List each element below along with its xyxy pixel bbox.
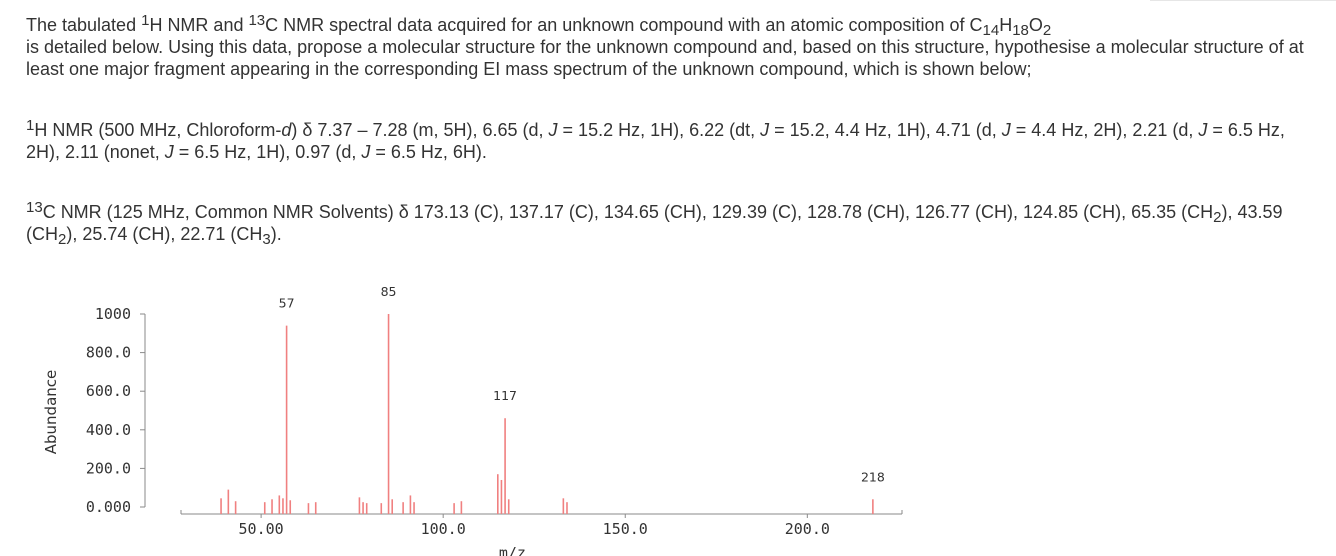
x-axis-label: m/z — [499, 544, 526, 556]
y-tick-label: 800.0 — [86, 344, 131, 362]
peak-label: 117 — [493, 388, 517, 403]
y-axis-label: Abundance — [42, 370, 60, 455]
peak-label: 57 — [279, 296, 295, 311]
x-tick-label: 200.0 — [785, 520, 830, 538]
y-tick-label: 1000 — [95, 305, 131, 323]
question-paragraph: The tabulated 1H NMR and 13C NMR spectra… — [26, 12, 1304, 79]
h-nmr-data: 1H NMR (500 MHz, Chloroform-d) δ 7.37 – … — [26, 117, 1285, 162]
x-axis: 50.00 100.0 150.0 200.0 — [180, 510, 903, 538]
x-tick-label: 150.0 — [603, 520, 648, 538]
y-tick-label: 200.0 — [86, 459, 131, 477]
mass-spectrum-chart: 0.000 200.0 400.0 600.0 800.0 1000 50.00 100.0… — [42, 284, 903, 556]
peak-labels: 57 85 117 218 — [279, 284, 885, 484]
x-tick-label: 50.00 — [239, 520, 284, 538]
y-tick-label: 600.0 — [86, 382, 131, 400]
x-tick-label: 100.0 — [421, 520, 466, 538]
y-axis: 0.000 200.0 400.0 600.0 800.0 1000 — [86, 305, 146, 516]
peak-series — [220, 314, 874, 514]
peak-label: 85 — [381, 284, 397, 299]
top-divider — [1150, 0, 1336, 1]
c-nmr-data: 13C NMR (125 MHz, Common NMR Solvents) δ… — [26, 199, 1283, 248]
peak-label: 218 — [861, 469, 885, 484]
y-tick-label: 0.000 — [86, 498, 131, 516]
y-tick-label: 400.0 — [86, 421, 131, 439]
